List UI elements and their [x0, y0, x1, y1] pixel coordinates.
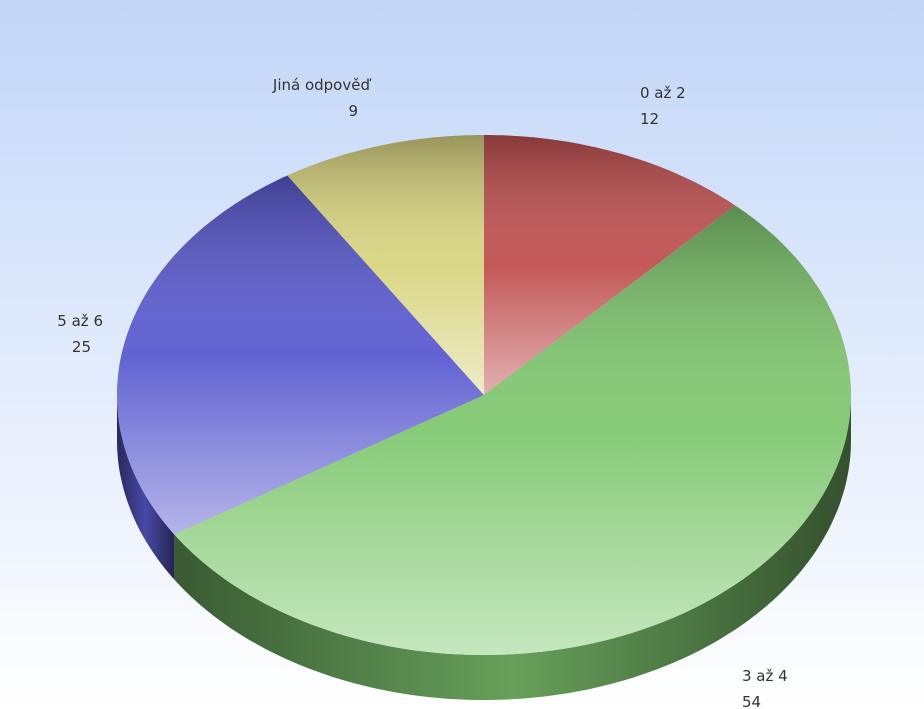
slice-value: 25 [72, 338, 91, 356]
side-shade [174, 395, 852, 700]
slice-shine [287, 135, 484, 395]
slice-value: 9 [348, 102, 358, 120]
slice-value: 54 [742, 693, 761, 709]
slice-shine [484, 135, 736, 395]
slice-label: Jiná odpověď [272, 76, 372, 94]
slice-shine [174, 205, 852, 655]
slice-shine [117, 175, 484, 535]
slice-label: 0 až 2 [640, 84, 686, 102]
side-shade [117, 395, 175, 580]
slice-value: 12 [640, 110, 659, 128]
slice-label: 5 až 6 [57, 312, 103, 330]
slice-label: 3 až 4 [742, 667, 788, 685]
